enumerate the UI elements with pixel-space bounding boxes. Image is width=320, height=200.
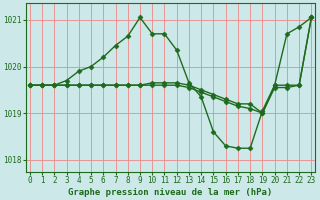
X-axis label: Graphe pression niveau de la mer (hPa): Graphe pression niveau de la mer (hPa) (68, 188, 273, 197)
